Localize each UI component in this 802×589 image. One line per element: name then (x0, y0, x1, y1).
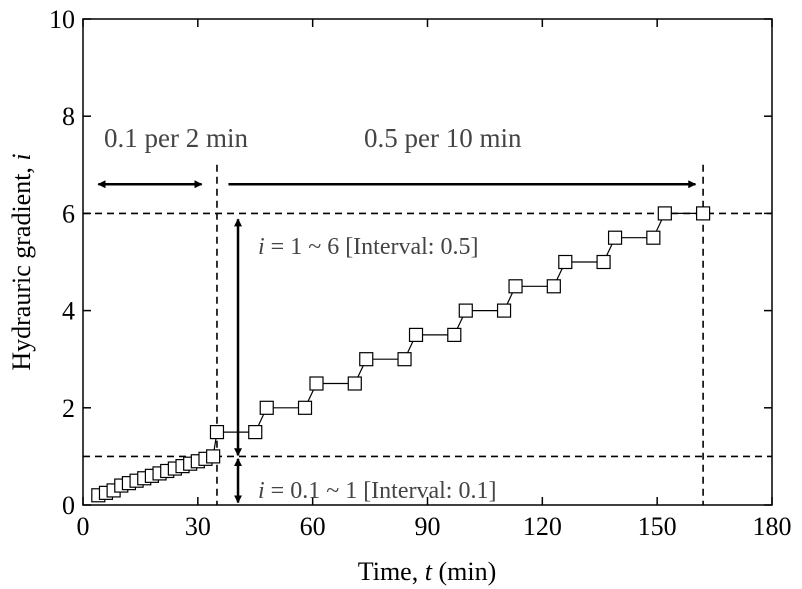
data-point (297, 400, 313, 415)
data-point (248, 425, 263, 440)
data-point (607, 230, 623, 245)
y-axis-title: Hydrauric gradient, i (7, 153, 36, 370)
x-tick-label: 150 (638, 512, 677, 541)
x-tick-label: 90 (415, 512, 441, 541)
data-point (209, 425, 225, 440)
range-high-label: i = 1 ~ 6 [Interval: 0.5] (258, 234, 478, 260)
y-tick-label: 6 (62, 199, 75, 228)
data-point (359, 352, 374, 367)
x-tick-label: 180 (753, 512, 792, 541)
data-point (646, 230, 661, 245)
x-tick-label: 0 (77, 512, 90, 541)
x-tick-label: 30 (185, 512, 211, 541)
y-tick-label: 8 (62, 102, 75, 131)
x-axis-ticks: 0 30 60 90 120 150 180 (77, 19, 792, 541)
data-point (397, 352, 412, 367)
x-axis-title: Time, t (min) (358, 557, 496, 586)
data-point (695, 206, 711, 221)
data-point (447, 327, 462, 342)
phase2-label: 0.5 per 10 min (364, 123, 522, 153)
data-point (309, 376, 324, 391)
y-tick-label: 0 (62, 491, 75, 520)
data-point (206, 449, 221, 464)
range-low-label: i = 0.1 ~ 1 [Interval: 0.1] (258, 478, 496, 504)
phase1-label: 0.1 per 2 min (104, 123, 248, 153)
data-point (347, 376, 362, 391)
y-tick-label: 10 (49, 5, 75, 34)
data-point (546, 279, 561, 294)
plot-frame (82, 18, 773, 506)
range-arrows (97, 180, 697, 504)
x-tick-label: 60 (300, 512, 326, 541)
data-point (259, 400, 274, 415)
data-point (657, 206, 672, 221)
data-point (558, 254, 573, 270)
y-axis-ticks: 0 2 4 6 8 10 (49, 5, 772, 520)
data-series (91, 206, 711, 503)
y-tick-label: 2 (62, 394, 75, 423)
data-point (458, 303, 473, 318)
data-point (596, 254, 611, 270)
y-tick-label: 4 (62, 297, 75, 326)
data-point (496, 303, 512, 318)
data-point (408, 327, 424, 342)
data-point (508, 279, 523, 294)
x-tick-label: 120 (523, 512, 562, 541)
